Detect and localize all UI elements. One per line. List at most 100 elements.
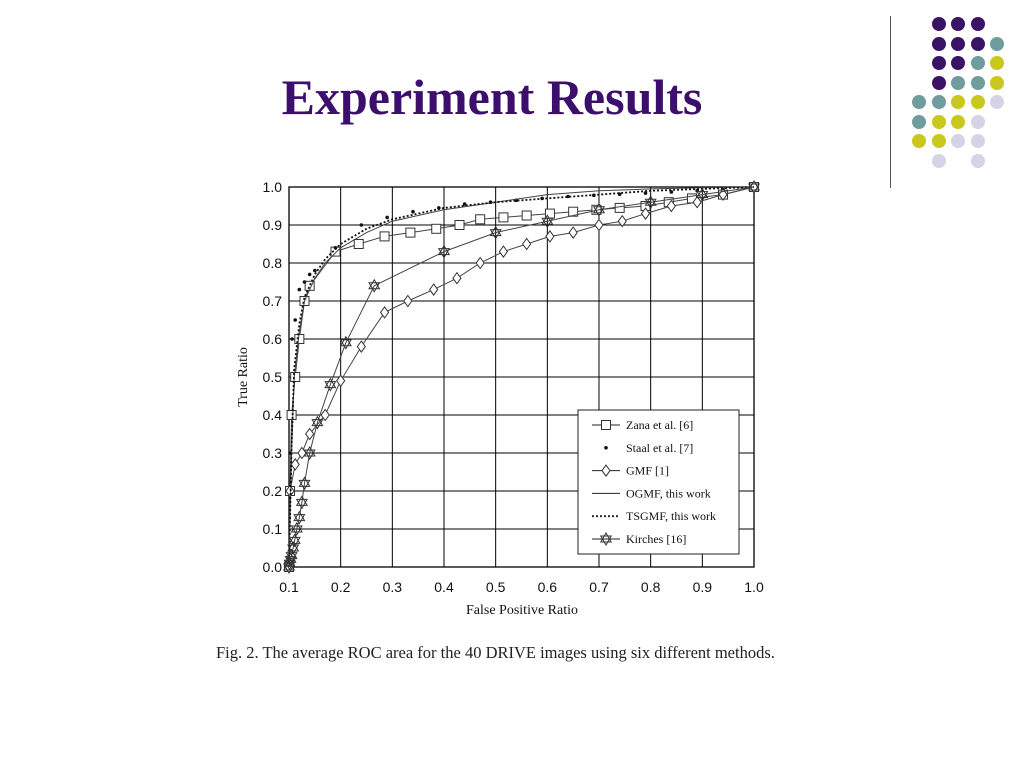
- x-tick-label: 0.5: [486, 579, 506, 595]
- series-marker: [286, 410, 297, 420]
- series-marker: [666, 199, 676, 213]
- decor-dot-purple: [931, 36, 946, 51]
- series-marker: [287, 541, 300, 555]
- series-marker: [643, 191, 648, 195]
- series-marker: [305, 427, 315, 441]
- series-marker: [293, 318, 298, 322]
- series-marker: [521, 210, 532, 221]
- x-tick-label: 0.7: [589, 579, 609, 595]
- legend-label: Staal et al. [7]: [626, 441, 693, 455]
- decor-dot-yellow: [931, 114, 946, 129]
- decor-dot-yellow: [951, 95, 965, 109]
- decor-dot-lavender: [970, 114, 985, 129]
- series-marker: [617, 214, 627, 228]
- decor-dot-purple: [951, 36, 965, 51]
- y-tick-label: 0.0: [263, 559, 283, 575]
- series-marker: [303, 446, 316, 460]
- series-marker: [311, 415, 324, 430]
- figure-caption: Fig. 2. The average ROC area for the 40 …: [216, 643, 775, 662]
- series-marker: [294, 334, 305, 344]
- x-tick-label: 0.2: [331, 579, 351, 595]
- series-marker: [614, 202, 625, 213]
- series-marker: [522, 237, 532, 251]
- series-4: [288, 186, 755, 568]
- decor-dot-purple: [951, 17, 965, 31]
- decor-dot-yellow: [931, 134, 946, 148]
- x-tick-label: 0.3: [383, 579, 403, 595]
- series-marker: [568, 226, 578, 239]
- legend-label: Zana et al. [6]: [626, 418, 693, 432]
- decor-dot-yellow: [912, 134, 926, 148]
- series-marker: [356, 340, 366, 353]
- decor-dot-purple: [931, 17, 946, 31]
- decor-dot-purple: [970, 17, 985, 31]
- decor-dot-purple: [951, 56, 965, 70]
- series-marker: [489, 225, 502, 240]
- series-marker: [437, 244, 451, 259]
- y-tick-label: 1.0: [263, 179, 283, 195]
- series-marker: [462, 202, 467, 206]
- plot-frame: [288, 186, 755, 568]
- series-marker: [307, 272, 312, 277]
- series-marker: [302, 280, 307, 284]
- y-tick-label: 0.4: [263, 407, 283, 423]
- series-marker: [295, 495, 308, 510]
- series-marker: [452, 271, 462, 285]
- series-marker: [696, 187, 709, 202]
- series-marker: [644, 195, 657, 210]
- chart-tick-labels: 0.1 0.2 0.3 0.4 0.5 0.6 0.7 0.8 0.9 1.0 0.0 0.1 0.2 0…: [263, 179, 764, 595]
- y-tick-label: 0.6: [263, 331, 283, 347]
- x-tick-label: 0.4: [434, 579, 454, 595]
- series-marker: [692, 195, 702, 209]
- legend-swatch-marker: [604, 446, 608, 450]
- decor-dot-yellow: [951, 114, 965, 129]
- x-tick-label: 0.6: [538, 579, 558, 595]
- series-marker: [594, 218, 604, 232]
- legend-label: TSGMF, this work: [626, 509, 716, 523]
- legend-label: Kirches [16]: [626, 532, 686, 546]
- series-marker: [431, 223, 442, 234]
- legend-label: GMF [1]: [626, 464, 669, 478]
- decor-dot-teal: [912, 114, 926, 129]
- series-marker: [498, 212, 509, 223]
- decor-dot-lavender: [990, 95, 1004, 109]
- series-marker: [379, 306, 390, 319]
- series-marker: [640, 207, 651, 220]
- decor-dot-teal: [912, 95, 926, 109]
- x-axis-label: False Positive Ratio: [466, 603, 578, 618]
- legend-swatch-marker: [601, 464, 611, 477]
- decorative-dot-grid: [0, 0, 1024, 200]
- decor-dot-purple: [931, 75, 946, 90]
- y-tick-label: 0.7: [263, 293, 283, 309]
- series-marker: [429, 283, 439, 296]
- chart-series: [282, 180, 761, 574]
- title-divider-line: [890, 16, 891, 188]
- legend-swatch-marker: [599, 532, 613, 546]
- legend-swatch-marker: [601, 420, 611, 430]
- series-marker: [324, 377, 337, 392]
- series-marker: [359, 223, 364, 227]
- series-marker: [545, 230, 555, 243]
- x-tick-label: 1.0: [744, 579, 764, 595]
- series-marker: [368, 278, 381, 293]
- decor-dot-teal: [951, 75, 965, 90]
- decor-dot-lavender: [931, 153, 946, 168]
- series-marker: [313, 268, 317, 273]
- series-marker: [592, 202, 606, 217]
- series-marker: [405, 227, 416, 238]
- series-line: [288, 186, 755, 568]
- x-tick-label: 0.8: [641, 579, 661, 595]
- decor-dot-teal: [990, 36, 1004, 51]
- series-marker: [403, 294, 413, 308]
- x-tick-label: 0.9: [693, 579, 713, 595]
- series-marker: [379, 231, 390, 242]
- x-tick-label: 0.1: [279, 579, 299, 595]
- series-marker: [297, 287, 302, 292]
- decor-dot-yellow: [990, 56, 1004, 70]
- series-marker: [498, 245, 509, 258]
- decor-dot-lavender: [951, 134, 965, 148]
- series-marker: [290, 522, 303, 536]
- series-marker: [747, 180, 761, 194]
- series-marker: [669, 190, 674, 194]
- series-marker: [339, 335, 352, 350]
